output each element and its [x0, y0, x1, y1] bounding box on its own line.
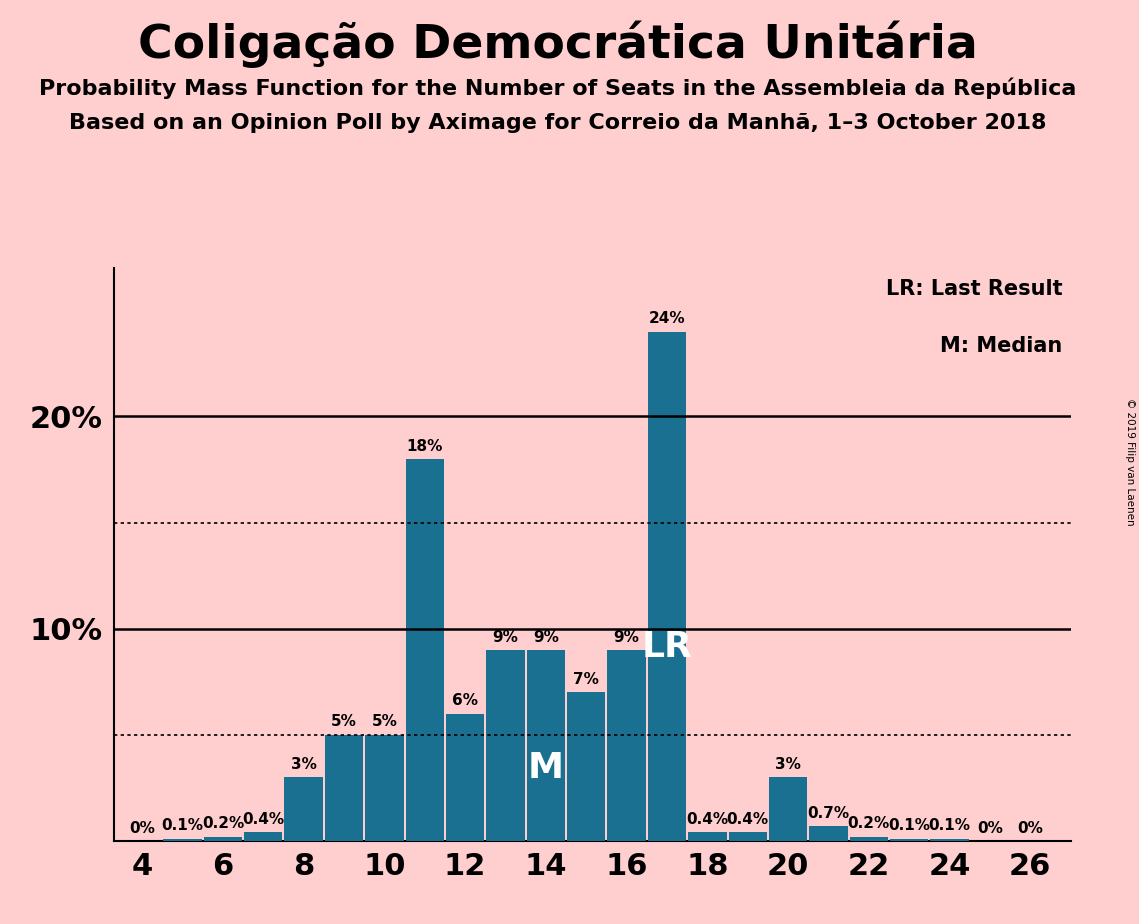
Text: © 2019 Filip van Laenen: © 2019 Filip van Laenen: [1125, 398, 1134, 526]
Bar: [769, 777, 808, 841]
Text: Probability Mass Function for the Number of Seats in the Assembleia da República: Probability Mass Function for the Number…: [40, 78, 1076, 99]
Text: 0.2%: 0.2%: [202, 816, 244, 832]
Text: 0.2%: 0.2%: [847, 816, 890, 832]
Text: 5%: 5%: [371, 714, 398, 729]
Text: Coligação Democrática Unitária: Coligação Democrática Unitária: [138, 20, 978, 67]
Text: 0%: 0%: [1017, 821, 1043, 835]
Bar: [285, 777, 322, 841]
Text: 0.1%: 0.1%: [928, 819, 970, 833]
Text: 0%: 0%: [129, 821, 155, 835]
Text: 0.1%: 0.1%: [888, 819, 931, 833]
Text: 3%: 3%: [290, 757, 317, 772]
Text: 7%: 7%: [573, 672, 599, 687]
Bar: [810, 826, 847, 841]
Bar: [890, 839, 928, 841]
Text: M: Median: M: Median: [941, 335, 1063, 356]
Bar: [648, 332, 686, 841]
Bar: [526, 650, 565, 841]
Text: 0%: 0%: [977, 821, 1002, 835]
Text: 0.1%: 0.1%: [162, 819, 204, 833]
Bar: [366, 735, 403, 841]
Text: 3%: 3%: [776, 757, 801, 772]
Text: 9%: 9%: [614, 629, 639, 645]
Bar: [688, 833, 727, 841]
Bar: [244, 833, 282, 841]
Bar: [446, 713, 484, 841]
Bar: [405, 459, 444, 841]
Text: 24%: 24%: [648, 311, 686, 326]
Text: LR: LR: [641, 630, 693, 664]
Bar: [204, 836, 243, 841]
Text: 0.7%: 0.7%: [808, 806, 850, 821]
Text: 18%: 18%: [407, 439, 443, 454]
Text: 5%: 5%: [331, 714, 357, 729]
Text: M: M: [527, 751, 564, 785]
Text: 9%: 9%: [492, 629, 518, 645]
Text: LR: Last Result: LR: Last Result: [886, 278, 1063, 298]
Bar: [163, 839, 202, 841]
Bar: [850, 836, 888, 841]
Text: 0.4%: 0.4%: [727, 812, 769, 827]
Bar: [486, 650, 525, 841]
Bar: [729, 833, 767, 841]
Bar: [607, 650, 646, 841]
Bar: [325, 735, 363, 841]
Text: 0.4%: 0.4%: [243, 812, 285, 827]
Bar: [931, 839, 969, 841]
Bar: [567, 692, 606, 841]
Text: 9%: 9%: [533, 629, 559, 645]
Text: Based on an Opinion Poll by Aximage for Correio da Manhã, 1–3 October 2018: Based on an Opinion Poll by Aximage for …: [69, 113, 1047, 133]
Text: 6%: 6%: [452, 693, 478, 708]
Text: 0.4%: 0.4%: [687, 812, 729, 827]
